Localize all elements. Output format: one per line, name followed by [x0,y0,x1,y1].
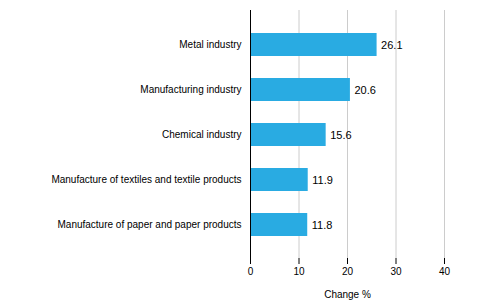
svg-text:26.1: 26.1 [381,39,402,51]
svg-text:Change %: Change % [324,289,371,300]
svg-text:Metal industry: Metal industry [179,39,241,50]
svg-text:0: 0 [248,266,254,277]
svg-text:40: 40 [439,266,451,277]
svg-text:30: 30 [390,266,402,277]
svg-text:15.6: 15.6 [330,129,351,141]
svg-text:10: 10 [293,266,305,277]
svg-text:11.8: 11.8 [312,219,333,231]
svg-text:Manufacturing industry: Manufacturing industry [140,84,241,95]
svg-text:20.6: 20.6 [354,84,375,96]
svg-text:Chemical industry: Chemical industry [162,129,241,140]
svg-text:11.9: 11.9 [312,174,333,186]
svg-text:Manufacture of paper and paper: Manufacture of paper and paper products [57,219,241,230]
svg-text:Manufacture of textiles and te: Manufacture of textiles and textile prod… [51,174,241,185]
svg-text:20: 20 [342,266,354,277]
